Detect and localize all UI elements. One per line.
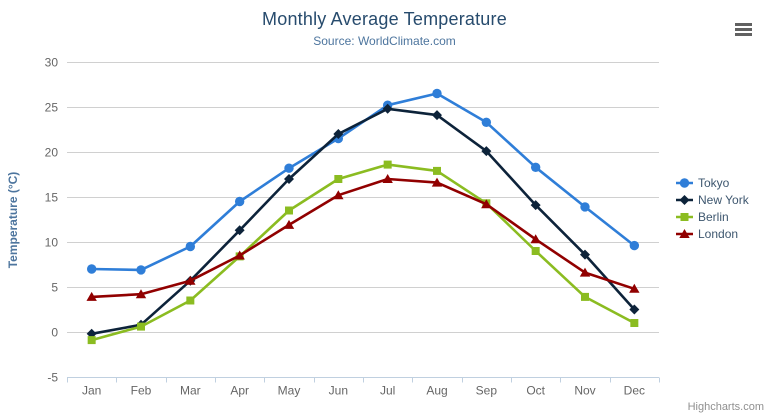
square-marker[interactable] (137, 322, 145, 331)
square-legend-icon (676, 212, 693, 221)
circle-marker[interactable] (629, 240, 640, 251)
legend-label: Berlin (698, 209, 729, 224)
circle-marker[interactable] (679, 177, 690, 188)
x-tick-label: Sep (476, 384, 498, 398)
x-tick-label: Nov (574, 384, 595, 398)
series-new-york (86, 103, 640, 339)
legend-label: London (698, 226, 739, 241)
square-marker[interactable] (383, 160, 392, 169)
triangle-marker[interactable] (234, 250, 245, 260)
x-tick-label: Jun (329, 384, 348, 398)
x-tick-label: Apr (230, 384, 249, 398)
y-tick-label: 15 (45, 191, 59, 205)
diamond-marker[interactable] (679, 194, 690, 205)
square-marker[interactable] (680, 212, 689, 221)
legend-label: Tokyo (698, 175, 730, 190)
diamond-marker[interactable] (284, 174, 294, 184)
triangle-marker[interactable] (530, 234, 541, 244)
series-london (86, 174, 640, 301)
diamond-marker[interactable] (432, 110, 442, 121)
diamond-legend-icon (676, 194, 693, 205)
square-marker[interactable] (87, 336, 96, 345)
triangle-marker[interactable] (86, 291, 97, 301)
square-marker[interactable] (581, 292, 589, 301)
diamond-marker[interactable] (382, 103, 393, 114)
x-tick-label: Jan (82, 384, 101, 398)
legend-item-london[interactable]: London (676, 226, 749, 241)
circle-marker[interactable] (234, 196, 245, 207)
triangle-marker[interactable] (135, 289, 147, 299)
x-tick-label: Jul (380, 384, 395, 398)
y-tick-label: -5 (47, 371, 58, 385)
x-tick-label: Oct (526, 384, 545, 398)
diamond-marker[interactable] (333, 129, 344, 139)
triangle-marker[interactable] (333, 190, 344, 200)
square-marker[interactable] (630, 319, 639, 327)
triangle-marker[interactable] (283, 219, 295, 229)
y-axis-title: Temperature (°C) (6, 171, 20, 269)
legend: Tokyo New York Berlin London (676, 175, 749, 241)
square-marker[interactable] (531, 247, 540, 255)
circle-marker[interactable] (432, 88, 442, 99)
y-tick-label: 0 (51, 326, 58, 340)
chart-subtitle: Source: WorldClimate.com (313, 34, 456, 48)
x-tick-label: Aug (426, 384, 447, 398)
chart-context-menu-button[interactable] (731, 20, 755, 40)
triangle-marker[interactable] (185, 275, 196, 285)
diamond-marker[interactable] (481, 146, 492, 157)
circle-marker[interactable] (284, 163, 294, 173)
square-marker[interactable] (285, 206, 293, 215)
hamburger-icon (734, 22, 752, 26)
circle-marker[interactable] (530, 162, 541, 172)
legend-item-new-york[interactable]: New York (676, 192, 749, 207)
circle-marker[interactable] (86, 264, 97, 274)
y-tick-label: 10 (45, 236, 59, 250)
x-tick-label: May (278, 384, 301, 398)
triangle-marker[interactable] (579, 267, 591, 277)
square-marker[interactable] (433, 166, 441, 175)
diamond-marker[interactable] (530, 200, 541, 211)
legend-item-tokyo[interactable]: Tokyo (676, 175, 749, 190)
x-tick-label: Mar (180, 384, 201, 398)
triangle-marker[interactable] (382, 174, 393, 183)
circle-marker[interactable] (185, 241, 196, 252)
circle-marker[interactable] (580, 202, 590, 212)
circle-marker[interactable] (481, 117, 492, 128)
y-tick-label: 20 (45, 146, 59, 160)
diamond-marker[interactable] (234, 225, 245, 236)
series-tokyo (86, 88, 640, 275)
legend-item-berlin[interactable]: Berlin (676, 209, 749, 224)
hamburger-icon (734, 32, 752, 36)
diamond-marker[interactable] (580, 249, 590, 260)
highcharts-credits-link[interactable]: Highcharts.com (687, 401, 764, 413)
x-tick-label: Feb (131, 384, 152, 398)
triangle-marker[interactable] (431, 177, 443, 187)
triangle-marker[interactable] (679, 228, 690, 238)
y-tick-label: 30 (45, 56, 59, 70)
circle-marker[interactable] (136, 265, 146, 275)
series-line[interactable] (90, 177, 636, 299)
chart-title: Monthly Average Temperature (262, 9, 507, 29)
legend-label: New York (698, 192, 749, 207)
triangle-marker[interactable] (629, 283, 640, 293)
x-tick-label: Dec (624, 384, 645, 398)
y-tick-label: 5 (51, 281, 58, 295)
series-line[interactable] (90, 107, 636, 336)
diamond-marker[interactable] (629, 304, 640, 315)
square-marker[interactable] (334, 175, 343, 183)
y-tick-label: 25 (45, 101, 59, 115)
triangle-legend-icon (676, 228, 693, 238)
square-marker[interactable] (186, 296, 195, 305)
circle-legend-icon (676, 177, 693, 188)
hamburger-icon (734, 27, 752, 31)
triangle-marker[interactable] (481, 199, 492, 209)
series-line[interactable] (90, 163, 636, 342)
